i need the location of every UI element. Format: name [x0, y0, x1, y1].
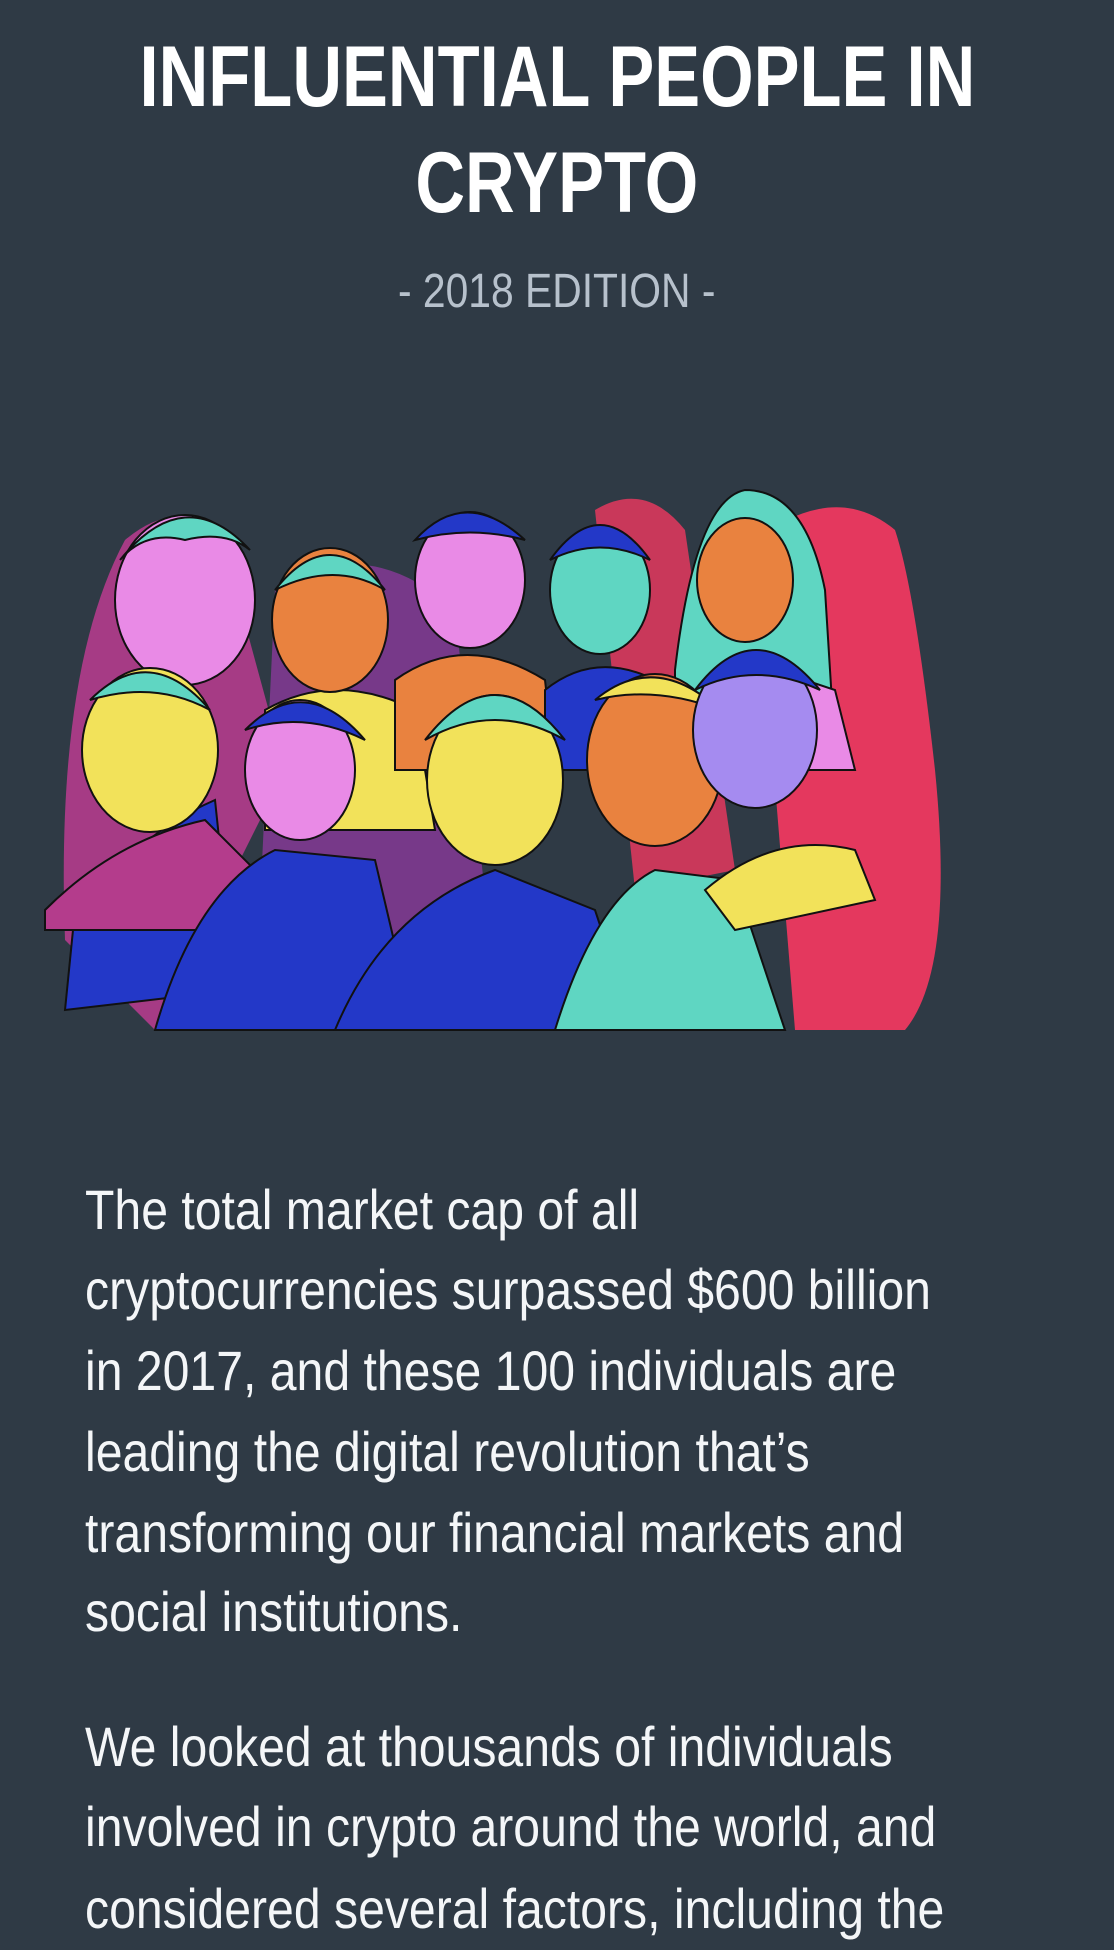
paragraph-line: transforming our financial markets and — [85, 1501, 905, 1564]
title-text: INFLUENTIAL PEOPLE IN — [139, 29, 975, 125]
paragraph-line: social institutions. — [85, 1580, 463, 1643]
title-line-2: CRYPTO — [0, 133, 1114, 233]
edition-subtitle: - 2018 EDITION - — [0, 262, 1114, 322]
paragraph-line: involved in crypto around the world, and — [85, 1795, 937, 1858]
paragraph-line: The total market cap of all — [85, 1178, 640, 1241]
paragraph-line: leading the digital revolution that’s — [85, 1420, 810, 1483]
title-text: CRYPTO — [415, 135, 699, 231]
paragraph-line: cryptocurrencies surpassed $600 billion — [85, 1258, 931, 1321]
hero-illustration — [44, 488, 941, 1031]
person-8 — [333, 694, 637, 1031]
person-10 — [692, 649, 877, 932]
paragraph-line: considered several factors, including th… — [85, 1877, 945, 1940]
person-7 — [153, 699, 417, 1031]
paragraph-line: We looked at thousands of individuals — [85, 1715, 893, 1778]
person-heads — [44, 488, 877, 1031]
edition-text: - 2018 EDITION - — [398, 265, 716, 318]
paragraph-line: in 2017, and these 100 individuals are — [85, 1339, 897, 1402]
title-line-1: INFLUENTIAL PEOPLE IN — [0, 27, 1114, 127]
